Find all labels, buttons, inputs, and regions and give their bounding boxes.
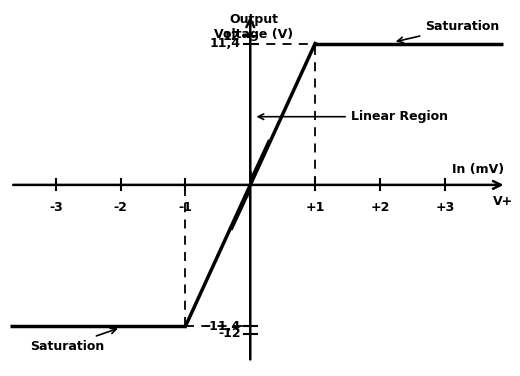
Text: Saturation: Saturation — [30, 328, 116, 353]
Text: -2: -2 — [114, 201, 127, 214]
Text: -12: -12 — [218, 327, 241, 340]
Text: Output
Voltage (V): Output Voltage (V) — [214, 12, 293, 41]
Text: V+: V+ — [492, 195, 513, 208]
Text: -3: -3 — [49, 201, 62, 214]
Text: 12: 12 — [223, 30, 241, 42]
Text: 11,4: 11,4 — [210, 37, 241, 50]
Text: -1: -1 — [178, 201, 192, 214]
Text: -11,4: -11,4 — [204, 320, 241, 333]
Text: +1: +1 — [305, 201, 325, 214]
Text: Linear Region: Linear Region — [258, 110, 448, 123]
Text: Saturation: Saturation — [397, 20, 500, 43]
Text: +2: +2 — [370, 201, 389, 214]
Text: In (mV): In (mV) — [452, 163, 504, 176]
Text: +3: +3 — [435, 201, 454, 214]
